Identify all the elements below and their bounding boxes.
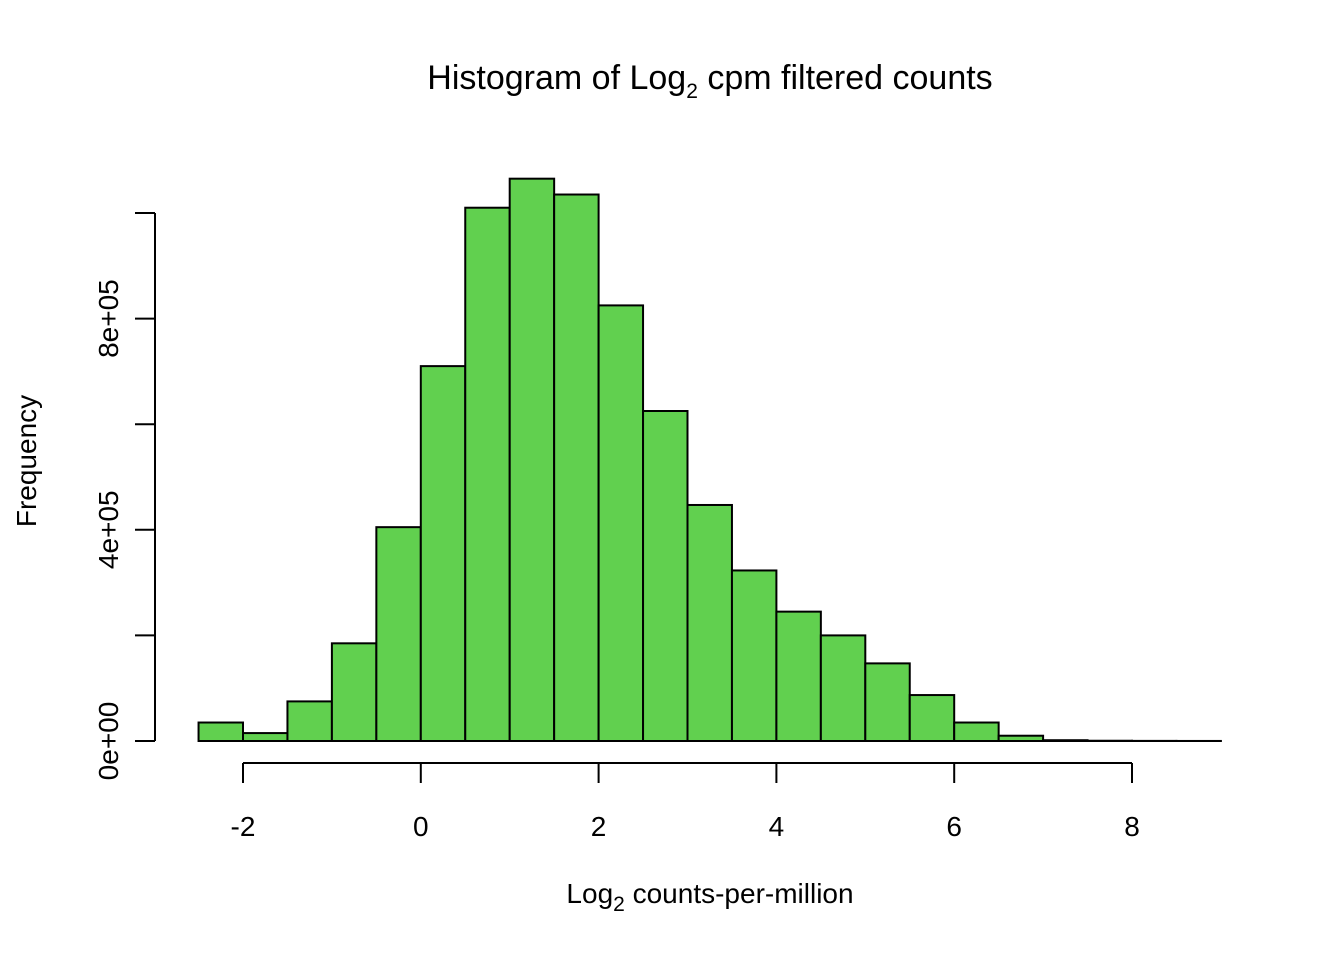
x-tick-label-0: -2: [231, 811, 256, 842]
histogram-bar-1: [242, 732, 289, 743]
x-axis-label: Log2 counts-per-million: [566, 878, 853, 916]
histogram-bar-18: [997, 734, 1045, 742]
histogram-bar-15: [864, 662, 911, 743]
histogram-bar-4: [375, 526, 422, 742]
histogram-bar-9: [597, 304, 645, 742]
histogram-bar-8: [553, 193, 600, 742]
x-tick-label-1: 0: [413, 811, 429, 842]
x-tick-label-2: 2: [591, 811, 607, 842]
histogram-bar-10: [642, 410, 689, 742]
histogram-bar-12: [730, 569, 778, 743]
x-axis: -2 0 2 4 6 8: [231, 762, 1140, 842]
y-tick-label-4: 8e+05: [93, 279, 124, 358]
x-axis-label-prefix: Log: [566, 878, 613, 909]
histogram-bar-6: [464, 206, 511, 743]
y-tick-label-2: 4e+05: [93, 490, 124, 569]
chart-title-prefix: Histogram of Log: [427, 59, 686, 97]
x-axis-label-subscript: 2: [613, 893, 625, 916]
x-tick-label-3: 4: [769, 811, 785, 842]
chart-title: Histogram of Log2 cpm filtered counts: [427, 59, 992, 103]
histogram-bar-3: [330, 642, 378, 743]
x-tick-label-4: 6: [946, 811, 962, 842]
y-axis: 0e+00 4e+05 8e+05: [93, 212, 156, 781]
histogram-bar-7: [508, 177, 556, 742]
histogram-bar-11: [686, 503, 733, 743]
histogram-bar-19: [1042, 739, 1089, 743]
chart-title-subscript: 2: [686, 80, 698, 103]
histogram-bar-14: [819, 634, 867, 743]
histogram-bar-2: [286, 700, 333, 743]
histogram-bar-16: [908, 694, 956, 742]
x-axis-label-suffix: counts-per-million: [625, 878, 854, 909]
histogram-bar-13: [775, 610, 822, 743]
y-axis-label: Frequency: [11, 395, 42, 527]
y-tick-label-0: 0e+00: [93, 702, 124, 781]
histogram-bar-5: [419, 365, 467, 742]
chart-title-suffix: cpm filtered counts: [698, 59, 993, 97]
histogram-bar-17: [953, 721, 1000, 743]
x-tick-label-5: 8: [1124, 811, 1140, 842]
histogram-bar-0: [197, 721, 245, 743]
histogram-bars: [197, 177, 1222, 743]
